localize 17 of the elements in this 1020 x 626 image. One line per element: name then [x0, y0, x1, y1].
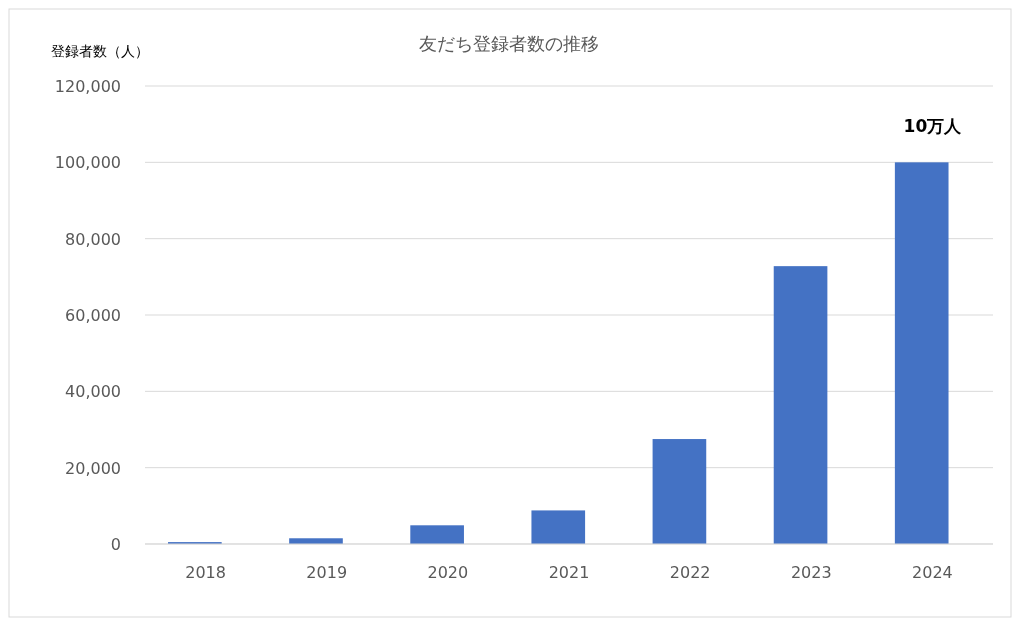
y-axis-title: 登録者数（人） — [51, 43, 149, 59]
x-tick-label: 2021 — [548, 563, 590, 582]
annotation: 10万人 — [903, 116, 963, 137]
y-tick-label: 40,000 — [65, 382, 121, 402]
x-tick-label: 2019 — [306, 563, 348, 582]
x-tick-label: 2018 — [185, 563, 226, 582]
y-tick-label: 0 — [110, 535, 121, 554]
x-tick-label: 2024 — [912, 563, 953, 582]
x-tick-label: 2022 — [669, 563, 711, 582]
y-tick-label: 100,000 — [54, 153, 121, 173]
y-tick-label: 120,000 — [54, 77, 121, 96]
chart-title: 友だち登録者数の推移 — [419, 33, 599, 54]
y-tick-label: 80,000 — [65, 229, 121, 249]
y-tick-label: 20,000 — [65, 458, 121, 478]
x-tick-label: 2023 — [790, 563, 832, 582]
y-tick-label: 60,000 — [65, 306, 121, 325]
x-tick-label: 2020 — [427, 563, 469, 582]
